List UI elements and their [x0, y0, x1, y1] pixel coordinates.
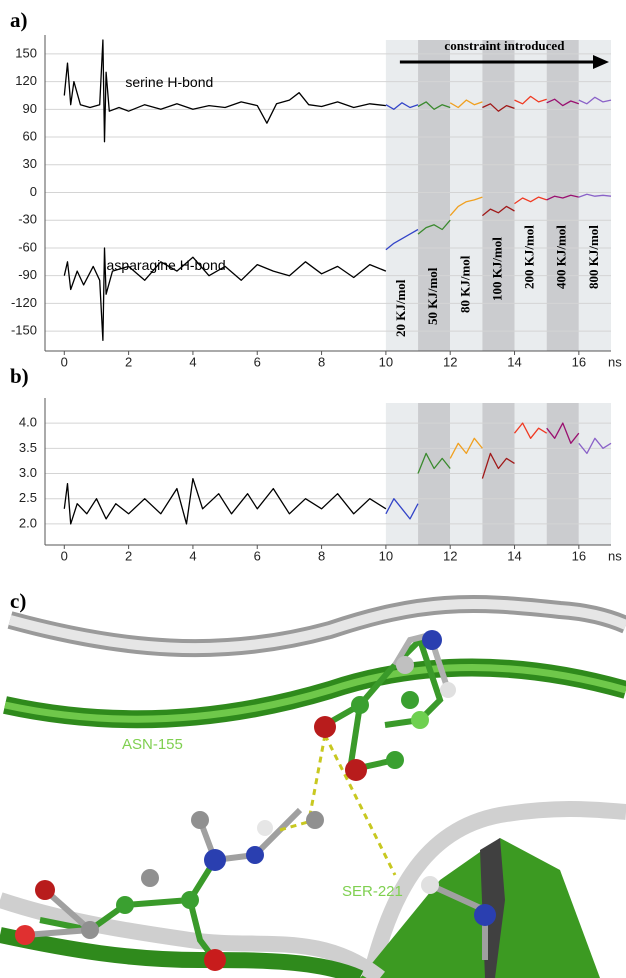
series-line: [578, 193, 612, 198]
series-line: [578, 437, 612, 455]
y-tick-label: 150: [15, 45, 37, 60]
y-tick-label: 30: [23, 156, 37, 171]
x-tick-label: 4: [189, 354, 196, 369]
series-line: [385, 102, 419, 110]
residue-label: SER-221: [342, 883, 403, 900]
x-tick-label: 10: [379, 354, 393, 369]
x-axis-label: ns: [608, 548, 622, 563]
region: [482, 40, 515, 351]
ribbon-gray-3: [0, 892, 385, 978]
y-tick-label: -60: [18, 239, 37, 254]
x-tick-label: 0: [61, 354, 68, 369]
y-tick-label: 4.0: [19, 415, 37, 430]
y-tick-label: -30: [18, 212, 37, 227]
x-tick-label: 2: [125, 354, 132, 369]
region-label: 20 KJ/mol: [393, 279, 408, 337]
ribbon-gray-2: [362, 801, 626, 978]
region: [514, 40, 547, 351]
region-label: 100 KJ/mol: [489, 237, 504, 301]
x-tick-label: 6: [254, 354, 261, 369]
region-label: 50 KJ/mol: [425, 267, 440, 325]
series-line: [514, 196, 547, 205]
region: [418, 40, 451, 351]
series-line: [449, 437, 483, 459]
y-tick-label: -150: [11, 323, 37, 338]
x-tick-label: 8: [318, 548, 325, 563]
series-line: [482, 103, 515, 112]
y-tick-label: 60: [23, 128, 37, 143]
series-label: asparagine H-bond: [107, 257, 226, 273]
series-line: [578, 96, 612, 105]
ribbon-gray-light: [8, 599, 626, 654]
x-tick-label: 12: [443, 354, 457, 369]
residue-label: ASN-155: [122, 736, 183, 753]
y-tick-label: 0: [30, 184, 37, 199]
y-tick-label: 90: [23, 101, 37, 116]
annotation-arrowhead: [593, 55, 609, 69]
series-line: [481, 452, 515, 479]
x-tick-label: 12: [443, 548, 457, 563]
x-tick-label: 16: [572, 548, 586, 563]
y-tick-label: 3.0: [19, 465, 37, 480]
series-label: serine H-bond: [125, 74, 213, 90]
atoms: [15, 630, 496, 971]
series-line: [417, 101, 451, 110]
series-line: [513, 422, 548, 439]
series-line: [385, 228, 419, 251]
structure-panel: c) ASN-155 SER-221: [0, 585, 626, 978]
x-tick-label: 4: [189, 548, 196, 563]
hbonds: [279, 734, 397, 876]
series-line: [417, 452, 451, 474]
x-tick-label: 14: [507, 354, 521, 369]
ribbon-green-light: [4, 664, 626, 723]
y-tick-label: -90: [18, 267, 37, 282]
x-tick-label: 14: [507, 548, 521, 563]
series-line: [546, 422, 580, 444]
y-tick-label: -120: [11, 295, 37, 310]
x-tick-label: 10: [379, 548, 393, 563]
x-tick-label: 2: [125, 548, 132, 563]
series-line: [546, 98, 580, 107]
y-tick-label: 3.5: [19, 440, 37, 455]
region: [385, 40, 419, 351]
region-label: 200 KJ/mol: [522, 225, 537, 289]
series-line: [514, 95, 547, 105]
region: [450, 40, 483, 351]
annotation: constraint introduced: [444, 38, 565, 53]
panel-label: a): [10, 8, 28, 32]
x-tick-label: 6: [254, 548, 261, 563]
series-line: [63, 477, 387, 525]
region-label: 80 KJ/mol: [457, 255, 472, 313]
y-tick-label: 2.0: [19, 515, 37, 530]
region-label: 400 KJ/mol: [554, 225, 569, 289]
panel-label: c): [10, 589, 26, 613]
series-line: [417, 219, 451, 235]
series-line: [63, 39, 386, 143]
x-tick-label: 0: [61, 548, 68, 563]
x-axis-label: ns: [608, 354, 622, 369]
series-line: [481, 205, 515, 217]
region-label: 800 KJ/mol: [586, 225, 601, 289]
x-tick-label: 8: [318, 354, 325, 369]
x-tick-label: 16: [572, 354, 586, 369]
y-tick-label: 120: [15, 73, 37, 88]
series-line: [546, 194, 579, 201]
ribbon-green-2: [0, 927, 364, 978]
panel-label: b): [10, 364, 29, 388]
series-line: [449, 196, 483, 217]
series-line: [385, 498, 419, 520]
series-line: [63, 247, 387, 342]
y-tick-label: 2.5: [19, 490, 37, 505]
series-line: [449, 99, 483, 109]
